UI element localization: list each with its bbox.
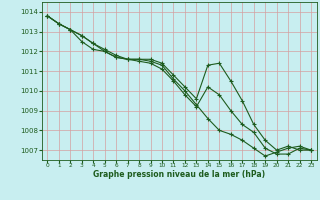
X-axis label: Graphe pression niveau de la mer (hPa): Graphe pression niveau de la mer (hPa) <box>93 170 265 179</box>
